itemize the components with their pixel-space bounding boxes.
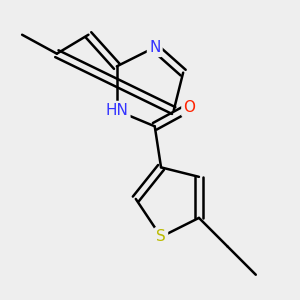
Text: N: N [149, 40, 160, 55]
Text: O: O [184, 100, 196, 115]
Text: S: S [156, 229, 166, 244]
Text: HN: HN [105, 103, 128, 118]
